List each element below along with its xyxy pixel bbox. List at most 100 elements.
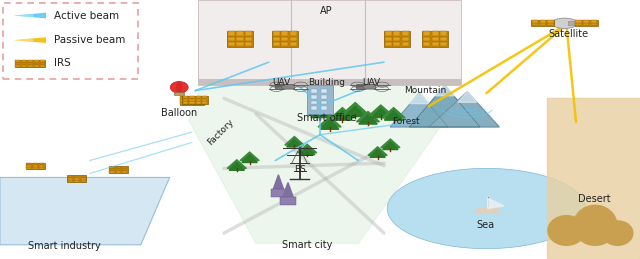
Bar [196, 96, 201, 98]
Bar [385, 37, 392, 41]
Bar [227, 31, 253, 47]
Polygon shape [372, 108, 390, 118]
Bar [440, 42, 447, 46]
Bar [109, 167, 128, 173]
Bar [281, 31, 289, 36]
Bar [28, 65, 33, 67]
Bar [385, 31, 392, 36]
Ellipse shape [176, 82, 182, 93]
Ellipse shape [602, 220, 634, 246]
Bar [540, 23, 546, 25]
Bar [431, 42, 439, 46]
Polygon shape [14, 37, 46, 43]
Bar [321, 95, 327, 99]
Bar [116, 167, 121, 168]
Polygon shape [345, 106, 365, 117]
Polygon shape [369, 105, 392, 115]
Bar [198, 97, 204, 99]
Bar [180, 102, 186, 104]
Polygon shape [381, 139, 400, 148]
Bar [193, 102, 197, 104]
Bar [290, 31, 297, 36]
Polygon shape [285, 136, 304, 145]
Bar [74, 180, 79, 182]
Bar [547, 20, 554, 23]
Bar [236, 31, 244, 36]
Bar [34, 65, 38, 67]
Text: Factory: Factory [206, 117, 236, 147]
Polygon shape [458, 92, 477, 102]
Polygon shape [273, 175, 284, 189]
Bar [68, 176, 73, 177]
Polygon shape [429, 92, 499, 127]
Bar [393, 37, 401, 41]
FancyBboxPatch shape [568, 21, 574, 25]
Bar [116, 169, 121, 170]
Polygon shape [240, 152, 259, 161]
Bar [273, 37, 280, 41]
Bar [591, 20, 597, 23]
FancyBboxPatch shape [3, 3, 138, 79]
Bar [15, 62, 20, 64]
Text: Forest: Forest [392, 117, 420, 126]
Bar [198, 99, 204, 102]
Bar [402, 42, 409, 46]
Polygon shape [370, 150, 385, 157]
Bar [81, 178, 86, 179]
Bar [198, 79, 461, 85]
Bar [280, 197, 296, 205]
Text: Smart office: Smart office [297, 113, 356, 123]
Bar [307, 85, 333, 114]
Bar [245, 31, 252, 36]
Bar [228, 31, 235, 36]
Polygon shape [385, 111, 403, 120]
Bar [281, 42, 289, 46]
Text: Sea: Sea [476, 220, 494, 230]
Bar [393, 31, 401, 36]
Text: Smart industry: Smart industry [28, 241, 100, 251]
Bar [290, 37, 297, 41]
Bar [26, 167, 31, 169]
Ellipse shape [573, 205, 618, 246]
Bar [236, 42, 244, 46]
Bar [272, 31, 298, 47]
Ellipse shape [170, 82, 188, 93]
Bar [575, 20, 582, 23]
Polygon shape [342, 103, 368, 114]
Bar [40, 62, 45, 64]
Text: Passive beam: Passive beam [54, 35, 126, 45]
FancyBboxPatch shape [356, 84, 376, 89]
Bar [202, 101, 207, 104]
Text: AP: AP [320, 6, 333, 17]
Polygon shape [298, 144, 317, 153]
Text: Desert: Desert [578, 195, 610, 204]
Bar [393, 42, 401, 46]
Bar [34, 60, 38, 62]
Bar [183, 99, 188, 101]
Bar [532, 23, 538, 25]
Bar [26, 163, 31, 164]
Polygon shape [382, 107, 405, 118]
Polygon shape [410, 93, 429, 104]
Bar [547, 23, 554, 25]
Bar [196, 99, 201, 101]
Text: Satellite: Satellite [548, 29, 588, 39]
Bar [575, 20, 598, 26]
Polygon shape [283, 183, 293, 197]
Bar [193, 99, 197, 102]
Bar [189, 99, 195, 101]
Bar [81, 176, 86, 177]
Bar [575, 23, 582, 25]
Bar [39, 163, 44, 164]
Bar [40, 65, 45, 67]
Bar [109, 167, 115, 168]
Bar [189, 96, 195, 98]
Bar [182, 96, 208, 104]
Bar [174, 92, 184, 95]
Bar [591, 23, 597, 25]
Polygon shape [390, 93, 448, 127]
Polygon shape [300, 147, 315, 155]
Bar [116, 171, 121, 173]
Polygon shape [242, 155, 257, 163]
Bar [273, 31, 280, 36]
